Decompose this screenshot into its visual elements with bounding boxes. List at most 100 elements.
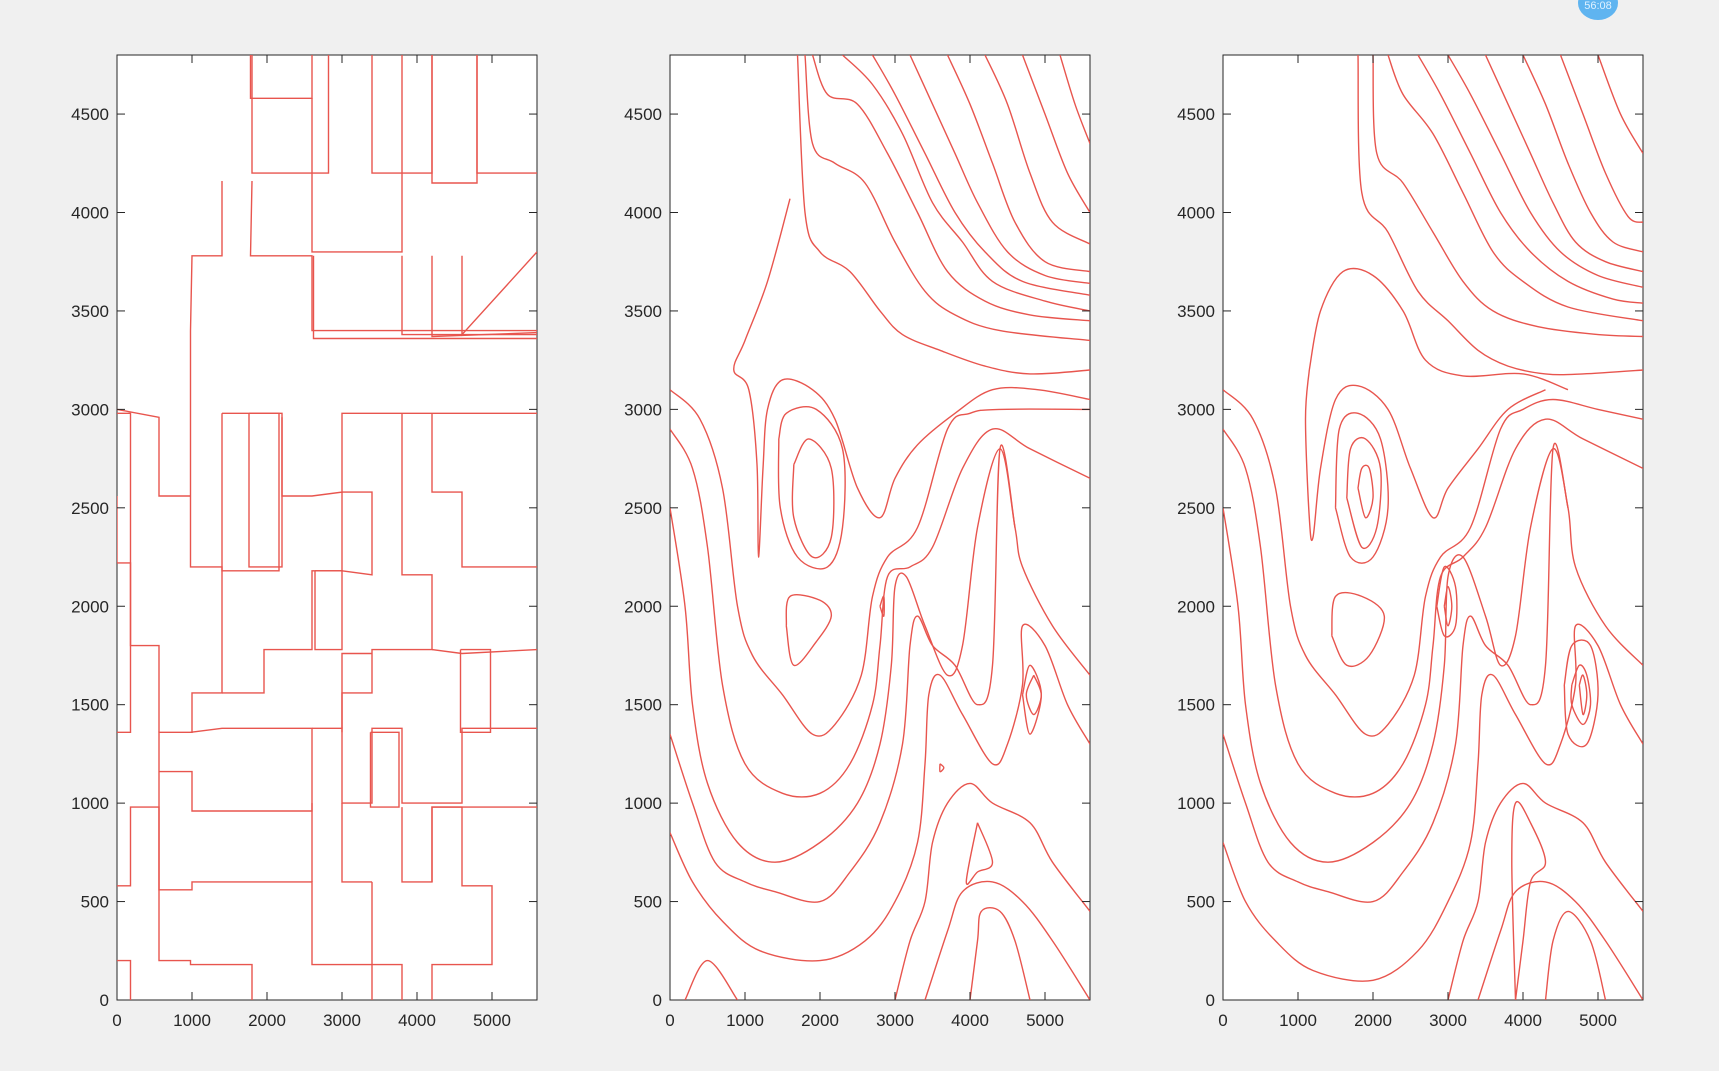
y-tick-label: 3500	[71, 302, 109, 321]
contour-line	[249, 180, 537, 332]
y-tick-label: 2000	[71, 597, 109, 616]
x-tick-label: 1000	[1279, 1011, 1317, 1030]
y-tick-label: 4000	[624, 204, 662, 223]
contour-line	[461, 251, 537, 337]
contour-line	[369, 731, 400, 808]
contour-line	[117, 959, 132, 1000]
contour-line	[341, 491, 373, 576]
y-tick-label: 4500	[1177, 105, 1215, 124]
contour-line	[431, 413, 537, 568]
contour-line	[894, 782, 1090, 1000]
contour-line	[158, 181, 253, 1000]
contour-line	[796, 55, 1090, 375]
y-tick-label: 1500	[71, 696, 109, 715]
contour-line	[1223, 389, 1643, 737]
contour-line	[1387, 55, 1643, 322]
y-tick-label: 3000	[624, 400, 662, 419]
contour-line	[249, 55, 313, 99]
y-tick-label: 3500	[1177, 302, 1215, 321]
contour-line	[842, 55, 1090, 312]
contour-line	[1511, 800, 1547, 1000]
y-tick-label: 500	[81, 893, 109, 912]
contour-line	[670, 623, 1090, 962]
x-tick-label: 1000	[726, 1011, 764, 1030]
contour-line	[1331, 591, 1386, 668]
contour-line	[476, 55, 537, 174]
y-tick-label: 4000	[1177, 204, 1215, 223]
y-tick-label: 1500	[1177, 696, 1215, 715]
subplot-2: 0 1000 2000 3000 4000 5000 0 500 1000 1500 2000 250…	[624, 54, 1091, 1030]
x-tick-label: 3000	[1429, 1011, 1467, 1030]
contour-lines	[1223, 55, 1643, 1000]
contour-line	[459, 648, 492, 733]
contour-line	[1223, 418, 1643, 798]
subplot-1: 0 1000 2000 3000 4000 5000 0 500 1000 1500 2000 250…	[71, 54, 538, 1030]
contour-line	[431, 255, 537, 338]
y-tick-label: 3500	[624, 302, 662, 321]
contour-line	[1357, 464, 1374, 519]
y-tick-label: 2500	[624, 499, 662, 518]
contour-line	[312, 727, 537, 804]
contour-line	[1346, 436, 1382, 549]
contour-line	[777, 406, 846, 570]
contour-line	[1223, 623, 1643, 982]
timer-badge: 56:08	[1578, 0, 1618, 20]
contour-line	[1025, 674, 1043, 716]
x-tick-label: 4000	[1504, 1011, 1542, 1030]
contour-line	[311, 55, 403, 253]
y-tick-label: 2000	[1177, 597, 1215, 616]
y-tick-label: 2000	[624, 597, 662, 616]
contour-line	[371, 881, 403, 1000]
plot-area	[116, 54, 538, 1001]
x-tick-label: 0	[665, 1011, 674, 1030]
y-tick-label: 0	[100, 991, 109, 1010]
x-tick-label: 0	[112, 1011, 121, 1030]
y-tick-label: 500	[1187, 893, 1215, 912]
x-tick-label: 5000	[1026, 1011, 1064, 1030]
contour-line	[1304, 369, 1546, 542]
y-tick-label: 4500	[71, 105, 109, 124]
contour-line	[1563, 639, 1599, 748]
contour-line	[670, 427, 1090, 798]
contour-line	[1417, 55, 1643, 304]
contour-line	[1477, 880, 1643, 1000]
contour-line	[1447, 55, 1643, 288]
contour-line	[117, 806, 373, 1000]
contour-line	[314, 570, 343, 651]
contour-line	[684, 959, 739, 1000]
x-tick-label: 0	[1218, 1011, 1227, 1030]
contour-line	[1522, 55, 1643, 253]
y-tick-label: 1000	[624, 794, 662, 813]
contour-line	[1372, 55, 1643, 338]
contour-lines	[670, 55, 1090, 1000]
contour-line	[341, 413, 433, 733]
contour-line	[879, 595, 885, 617]
y-tick-label: 1000	[1177, 794, 1215, 813]
x-tick-label: 5000	[1579, 1011, 1617, 1030]
contour-line	[804, 55, 1090, 342]
contour-line	[1357, 55, 1643, 376]
contour-line	[811, 55, 1090, 322]
contour-line	[1443, 585, 1453, 627]
contour-line	[341, 803, 372, 883]
contour-line	[924, 880, 1090, 1000]
contour-line	[1484, 55, 1643, 273]
contour-line	[251, 55, 330, 174]
contour-line	[1559, 55, 1643, 223]
contour-line	[117, 408, 191, 497]
x-tick-label: 2000	[248, 1011, 286, 1030]
contour-line	[1578, 674, 1588, 716]
plot-area	[669, 54, 1091, 1001]
contour-line	[159, 727, 313, 812]
subplot-3: 0 1000 2000 3000 4000 5000 0 500 1000 1500 2000 250…	[1177, 54, 1644, 1030]
y-tick-label: 1500	[624, 696, 662, 715]
plot-area	[1222, 54, 1644, 1001]
x-tick-label: 2000	[801, 1011, 839, 1030]
y-tick-label: 3000	[1177, 400, 1215, 419]
y-tick-label: 2500	[71, 499, 109, 518]
contour-line	[946, 55, 1090, 273]
contour-line	[733, 198, 1090, 558]
contour-line	[1021, 55, 1090, 213]
contour-line	[248, 412, 283, 568]
contour-line	[969, 907, 1031, 1000]
